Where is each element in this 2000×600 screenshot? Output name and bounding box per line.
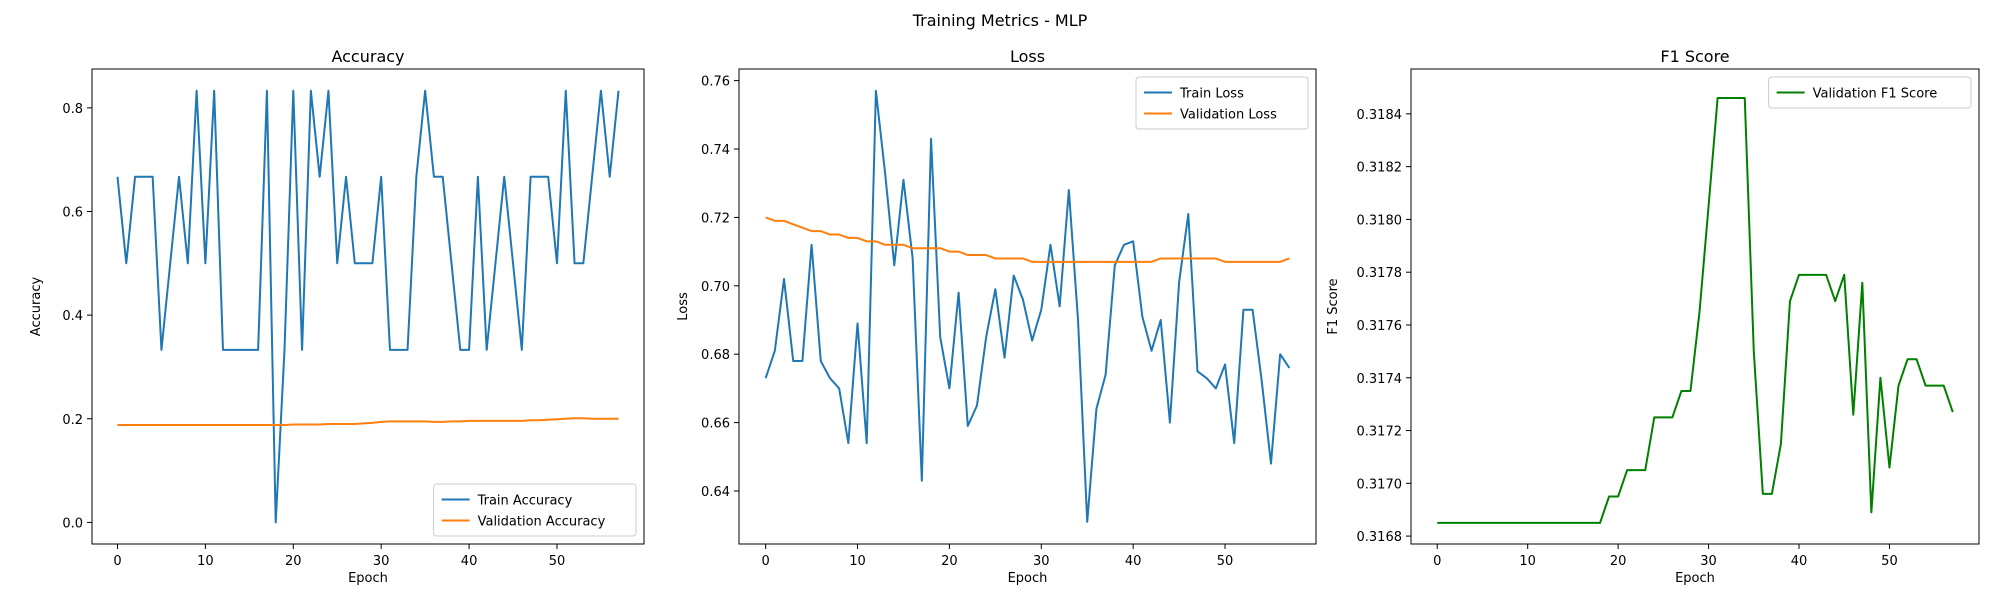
chart-panel-3: F1 Score 0 10 20 30 40 50 0.3168 0.3170 0.3172 0.3… bbox=[1326, 47, 1980, 586]
x-tick-label: 20 bbox=[285, 554, 302, 569]
x-tick-label: 10 bbox=[1519, 554, 1536, 569]
y-tick-label: 0.3182 bbox=[1357, 161, 1403, 176]
y-tick-label: 0.2 bbox=[62, 413, 83, 428]
y-tick-label: 0.3176 bbox=[1357, 319, 1403, 334]
x-tick-label: 30 bbox=[1033, 554, 1050, 569]
plot-frame bbox=[1410, 68, 1980, 545]
x-tick-label: 0 bbox=[762, 554, 770, 569]
legend-box bbox=[1768, 76, 1972, 109]
y-tick-label: 0.3168 bbox=[1357, 530, 1403, 545]
series-line-1 bbox=[116, 89, 620, 524]
chart-title: Accuracy bbox=[331, 47, 404, 66]
y-axis-label: F1 Score bbox=[1326, 278, 1341, 334]
x-tick-label: 40 bbox=[1791, 554, 1808, 569]
y-tick-label: 0.3172 bbox=[1357, 425, 1403, 440]
legend: Validation F1 Score bbox=[1768, 76, 1972, 109]
y-tick-label: 0.3178 bbox=[1357, 266, 1403, 281]
legend-label: Validation Loss bbox=[1180, 108, 1277, 123]
x-tick-label: 10 bbox=[197, 554, 214, 569]
y-tick-label: 0.6 bbox=[62, 205, 83, 220]
x-tick-label: 40 bbox=[1125, 554, 1142, 569]
y-tick-label: 0.3174 bbox=[1357, 372, 1403, 387]
legend-label: Validation F1 Score bbox=[1813, 87, 1938, 102]
legend-label: Train Loss bbox=[1179, 87, 1244, 102]
chart-title: F1 Score bbox=[1660, 47, 1729, 66]
legend-box bbox=[433, 483, 637, 537]
x-tick-label: 30 bbox=[373, 554, 390, 569]
x-tick-label: 0 bbox=[1433, 554, 1441, 569]
x-tick-label: 30 bbox=[1700, 554, 1717, 569]
y-tick-label: 0.74 bbox=[701, 143, 730, 158]
legend: Train Accuracy Validation Accuracy bbox=[433, 483, 637, 537]
y-tick-label: 0.0 bbox=[62, 516, 83, 531]
x-tick-label: 50 bbox=[549, 554, 566, 569]
x-tick-label: 50 bbox=[1881, 554, 1898, 569]
plot-frame bbox=[738, 68, 1317, 545]
x-axis-label: Epoch bbox=[348, 571, 388, 586]
y-tick-label: 0.8 bbox=[62, 102, 83, 117]
x-tick-label: 20 bbox=[1610, 554, 1627, 569]
plot-frame bbox=[91, 68, 645, 545]
chart-panel-2: Loss 0 10 20 30 40 50 0.64 0.66 0.68 0.70 0.72 0.74 0… bbox=[676, 47, 1317, 586]
y-tick-label: 0.3180 bbox=[1357, 213, 1403, 228]
y-tick-label: 0.72 bbox=[701, 211, 730, 226]
y-axis-label: Loss bbox=[676, 292, 691, 321]
x-tick-label: 50 bbox=[1217, 554, 1234, 569]
legend: Train Loss Validation Loss bbox=[1135, 76, 1309, 130]
x-axis-label: Epoch bbox=[1008, 571, 1048, 586]
x-axis-label: Epoch bbox=[1675, 571, 1715, 586]
chart-panel-1: Accuracy 0 10 20 30 40 50 0.0 0.2 0.4 0.6 0.8 Epoch A… bbox=[29, 47, 645, 586]
figure-title: Training Metrics - MLP bbox=[912, 11, 1088, 30]
x-tick-label: 10 bbox=[849, 554, 866, 569]
legend-box bbox=[1135, 76, 1309, 130]
series-line-2 bbox=[765, 216, 1290, 263]
y-tick-label: 0.68 bbox=[701, 348, 730, 363]
y-tick-label: 0.3184 bbox=[1357, 108, 1403, 123]
chart-title: Loss bbox=[1010, 47, 1045, 66]
y-tick-label: 0.3170 bbox=[1357, 477, 1403, 492]
series-line-2 bbox=[117, 417, 619, 426]
y-tick-label: 0.4 bbox=[62, 309, 83, 324]
y-axis-label: Accuracy bbox=[29, 277, 44, 337]
x-tick-label: 40 bbox=[461, 554, 478, 569]
x-tick-label: 0 bbox=[113, 554, 121, 569]
y-tick-label: 0.66 bbox=[701, 417, 730, 432]
series-line-1 bbox=[764, 89, 1291, 523]
charts-container: Accuracy 0 10 20 30 40 50 0.0 0.2 0.4 0.6 0.8 Epoch A… bbox=[29, 47, 1980, 586]
y-tick-label: 0.76 bbox=[701, 75, 730, 90]
legend-label: Train Accuracy bbox=[477, 494, 573, 509]
legend-label: Validation Accuracy bbox=[478, 515, 606, 530]
y-tick-label: 0.70 bbox=[701, 280, 730, 295]
x-tick-label: 20 bbox=[941, 554, 958, 569]
series-line-1 bbox=[1437, 97, 1954, 524]
y-tick-label: 0.64 bbox=[701, 485, 730, 500]
